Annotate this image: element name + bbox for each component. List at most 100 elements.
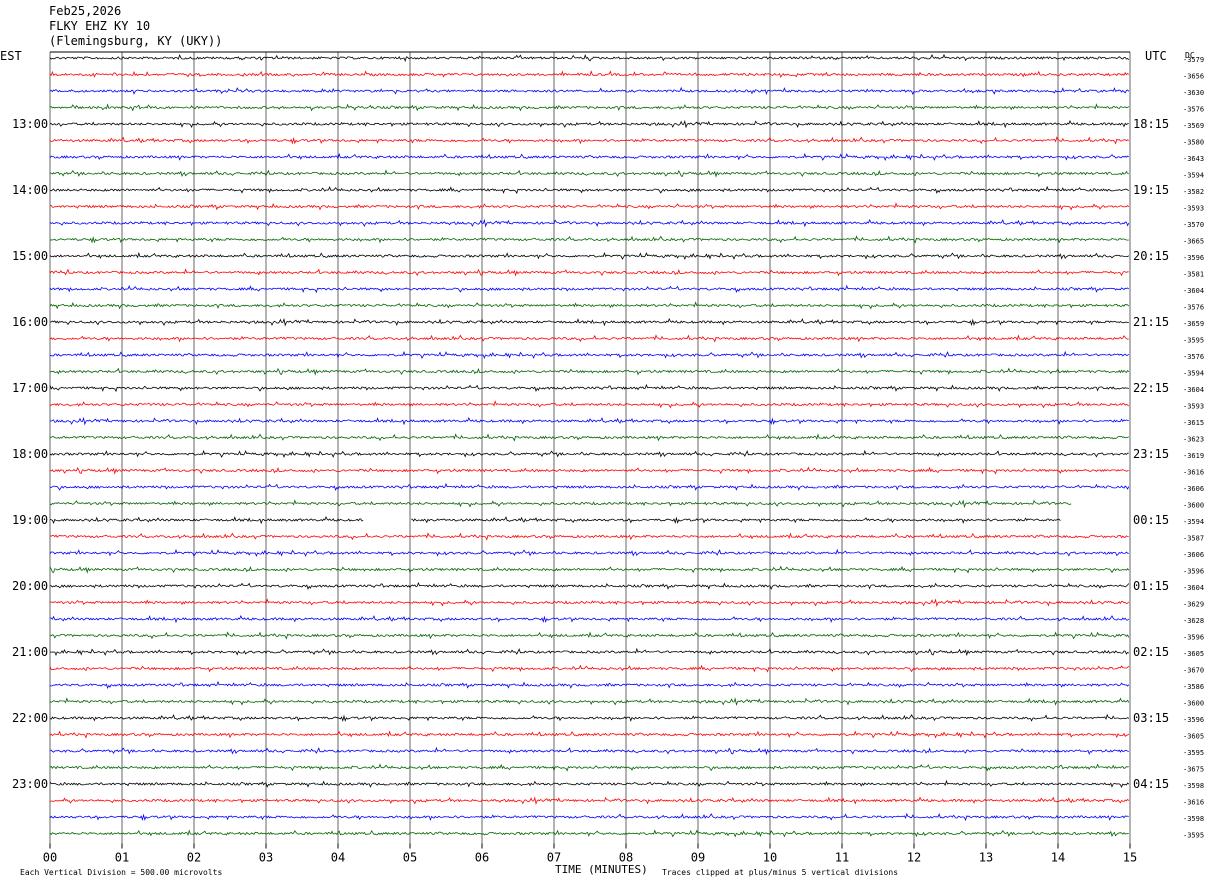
- hour-label-right: 23:15: [1133, 447, 1169, 461]
- header-station: FLKY EHZ KY 10: [49, 19, 150, 33]
- dc-offset-label: -3615: [1183, 419, 1204, 427]
- dc-offset-label: -3569: [1183, 122, 1204, 130]
- hour-label-right: 04:15: [1133, 777, 1169, 791]
- trace-line: [49, 482, 1130, 491]
- dc-offset-label: -3570: [1183, 221, 1204, 229]
- dc-offset-label: -3576: [1183, 353, 1204, 361]
- dc-offset-label: -3598: [1183, 815, 1204, 823]
- dc-offset-label: -3586: [1183, 683, 1204, 691]
- trace-line: [49, 152, 1129, 161]
- trace-line: [49, 202, 1130, 211]
- dc-offset-label: -3594: [1183, 370, 1204, 378]
- trace-line: [49, 829, 1129, 838]
- dc-offset-label: -3619: [1183, 452, 1204, 460]
- trace-line: [49, 317, 1129, 327]
- x-tick-label: 04: [331, 851, 345, 865]
- trace-line: [49, 136, 1130, 145]
- dc-offset-label: -3593: [1183, 205, 1204, 213]
- dc-offset-label: -3675: [1183, 766, 1204, 774]
- trace-line: [49, 416, 1129, 426]
- x-tick-label: 02: [187, 851, 201, 865]
- dc-offset-label: -3670: [1183, 667, 1204, 675]
- dc-offset-label: -3630: [1183, 89, 1204, 97]
- x-tick-label: 05: [403, 851, 417, 865]
- right-hour-labels: 18:15 19:15 20:15 21:15 22:15 23:15 00:15 01:15…: [1133, 117, 1169, 791]
- dc-offset-label: -3595: [1183, 832, 1204, 840]
- hour-label-left: 19:00: [12, 513, 48, 527]
- trace-line: [49, 301, 1130, 310]
- x-tick-label: 15: [1123, 851, 1137, 865]
- trace-line: [49, 251, 1130, 260]
- trace-line: [49, 268, 1129, 277]
- dc-offset-label: -3576: [1183, 304, 1204, 312]
- trace-line: [49, 466, 1129, 475]
- x-tick-label: 09: [691, 851, 705, 865]
- trace-line: [49, 499, 1072, 508]
- dc-offset-label: -3600: [1183, 502, 1204, 510]
- dc-offset-label: -3629: [1183, 601, 1204, 609]
- hour-label-right: 20:15: [1133, 249, 1169, 263]
- dc-offset-label: -3605: [1183, 650, 1204, 658]
- trace-line: [49, 383, 1130, 393]
- trace-line: [49, 680, 1130, 689]
- left-timezone-label: EST: [0, 49, 22, 63]
- trace-line: [49, 647, 1130, 657]
- trace-line: [49, 516, 1061, 525]
- dc-offset-label: -3579: [1183, 56, 1204, 64]
- hour-label-right: 18:15: [1133, 117, 1169, 131]
- trace-line: [49, 367, 1130, 376]
- x-tick-label: 01: [115, 851, 129, 865]
- x-tick-label: 07: [547, 851, 561, 865]
- trace-line: [49, 350, 1130, 359]
- hour-label-right: 02:15: [1133, 645, 1169, 659]
- hour-label-left: 14:00: [12, 183, 48, 197]
- trace-line: [49, 53, 1130, 63]
- trace-line: [49, 796, 1130, 805]
- dc-offset-label: -3576: [1183, 106, 1204, 114]
- hour-label-right: 22:15: [1133, 381, 1169, 395]
- dc-offset-label: -3595: [1183, 337, 1204, 345]
- trace-line: [49, 235, 1129, 244]
- x-tick-label: 14: [1051, 851, 1065, 865]
- x-tick-label: 13: [979, 851, 993, 865]
- hour-label-right: 03:15: [1133, 711, 1169, 725]
- trace-line: [49, 697, 1130, 706]
- dc-offset-label: -3616: [1183, 469, 1204, 477]
- dc-offset-label: -3598: [1183, 782, 1204, 790]
- trace-line: [49, 812, 1129, 822]
- dc-offset-label: -3604: [1183, 584, 1204, 592]
- hour-label-left: 22:00: [12, 711, 48, 725]
- trace-line: [49, 103, 1130, 112]
- trace-line: [49, 218, 1130, 228]
- dc-offset-labels: -3579 -3656 -3630 -3576 -3569 -3580 -3643 -3594…: [1183, 56, 1204, 840]
- trace-line: [49, 185, 1130, 195]
- x-tick-label: 10: [763, 851, 777, 865]
- dc-offset-label: -3587: [1183, 535, 1204, 543]
- dc-offset-label: -3596: [1183, 634, 1204, 642]
- hour-label-left: 17:00: [12, 381, 48, 395]
- hour-label-right: 00:15: [1133, 513, 1169, 527]
- dc-offset-label: -3605: [1183, 733, 1204, 741]
- header-date: Feb25,2026: [49, 4, 121, 18]
- hour-label-left: 15:00: [12, 249, 48, 263]
- dc-offset-label: -3606: [1183, 485, 1204, 493]
- trace-line: [49, 548, 1129, 557]
- right-timezone-label: UTC: [1145, 49, 1167, 63]
- hour-label-left: 21:00: [12, 645, 48, 659]
- dc-offset-label: -3593: [1183, 403, 1204, 411]
- trace-line: [49, 532, 1129, 541]
- hour-label-right: 01:15: [1133, 579, 1169, 593]
- dc-offset-label: -3594: [1183, 172, 1204, 180]
- dc-offset-label: -3596: [1183, 716, 1204, 724]
- vertical-division-note: Each Vertical Division = 500.00 microvol…: [20, 868, 222, 877]
- hour-label-left: 20:00: [12, 579, 48, 593]
- header-location: (Flemingsburg, KY (UKY)): [49, 34, 222, 48]
- left-hour-labels: 13:00 14:00 15:00 16:00 17:00 18:00 19:00 20:00…: [12, 117, 48, 791]
- hour-label-right: 19:15: [1133, 183, 1169, 197]
- trace-line: [49, 713, 1130, 722]
- trace-line: [49, 581, 1130, 590]
- hour-label-left: 16:00: [12, 315, 48, 329]
- dc-offset-label: -3604: [1183, 287, 1204, 295]
- x-tick-label: 06: [475, 851, 489, 865]
